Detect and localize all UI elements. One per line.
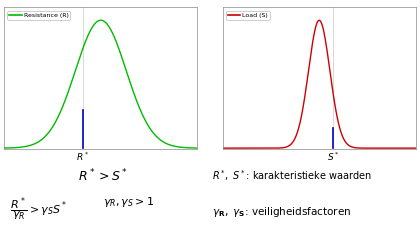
Text: $R^* > S^*$: $R^* > S^*$: [78, 168, 128, 185]
Text: $\gamma_R, \gamma_S > 1$: $\gamma_R, \gamma_S > 1$: [103, 195, 155, 209]
Legend: Load (S): Load (S): [226, 11, 270, 20]
Text: $\gamma_\mathbf{R},\ \gamma_\mathbf{S}$: veiligheidsfactoren: $\gamma_\mathbf{R},\ \gamma_\mathbf{S}$:…: [212, 205, 352, 219]
Text: $\dfrac{R^*}{\gamma_R} > \gamma_S S^*$: $\dfrac{R^*}{\gamma_R} > \gamma_S S^*$: [10, 195, 68, 224]
Text: $R^*\!,\ S^*$: karakteristieke waarden: $R^*\!,\ S^*$: karakteristieke waarden: [212, 168, 372, 183]
Legend: Resistance (R): Resistance (R): [7, 11, 70, 20]
